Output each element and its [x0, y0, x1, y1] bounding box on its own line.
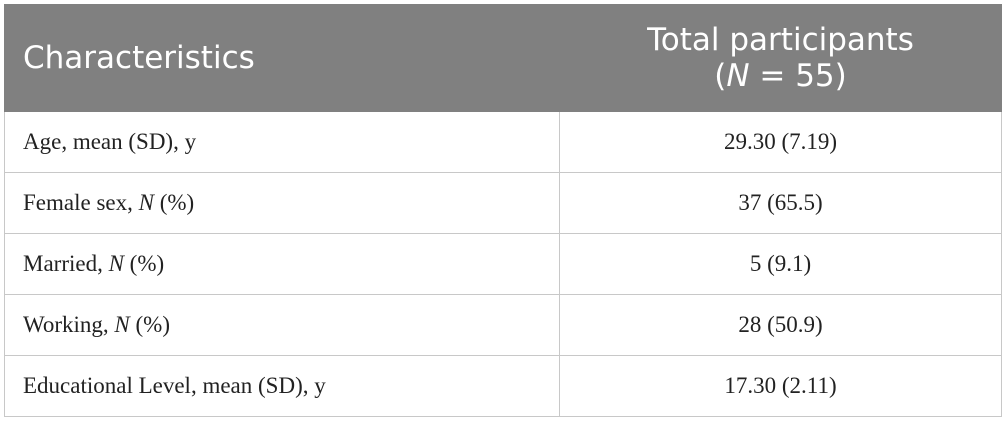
label-text: Working,: [23, 312, 115, 337]
label-text: (%): [123, 251, 165, 276]
label-text: Age, mean (SD), y: [23, 129, 197, 154]
label-cell: Married, N (%): [4, 233, 560, 295]
header-text: Total participants: [647, 22, 914, 58]
header-text: = 55): [749, 58, 847, 94]
value-cell: 28 (50.9): [559, 294, 1002, 356]
table-head: Characteristics Total participants (N = 5…: [4, 4, 1002, 112]
table-row: Female sex, N (%) 37 (65.5): [4, 172, 1002, 234]
header-cell: Total participants (N = 55): [559, 4, 1002, 112]
header-text: N: [726, 58, 750, 94]
value-cell: 17.30 (2.11): [559, 355, 1002, 417]
header-text: Characteristics: [23, 40, 255, 76]
label-text: (%): [129, 312, 170, 337]
label-text: N: [108, 251, 124, 276]
table-row: Age, mean (SD), y 29.30 (7.19): [4, 111, 1002, 173]
label-cell: Educational Level, mean (SD), y: [4, 355, 560, 417]
characteristics-table: Characteristics Total participants (N = 5…: [4, 4, 1002, 417]
header-row: Characteristics Total participants (N = 5…: [4, 4, 1002, 112]
label-cell: Age, mean (SD), y: [4, 111, 560, 173]
label-text: Female sex,: [23, 190, 139, 215]
value-cell: 5 (9.1): [559, 233, 1002, 295]
header-text: (: [714, 58, 727, 94]
table-row: Educational Level, mean (SD), y 17.30 (2.…: [4, 355, 1002, 417]
value-cell: 37 (65.5): [559, 172, 1002, 234]
label-text: N: [138, 190, 154, 215]
label-text: Married,: [23, 251, 109, 276]
label-text: Educational Level, mean (SD), y: [23, 373, 326, 398]
table-body: Age, mean (SD), y 29.30 (7.19) Female sex,…: [4, 111, 1002, 417]
label-cell: Working, N (%): [4, 294, 560, 356]
table-row: Married, N (%) 5 (9.1): [4, 233, 1002, 295]
table-row: Working, N (%) 28 (50.9): [4, 294, 1002, 356]
label-cell: Female sex, N (%): [4, 172, 560, 234]
label-text: N: [114, 312, 130, 337]
value-cell: 29.30 (7.19): [559, 111, 1002, 173]
header-cell: Characteristics: [4, 4, 560, 112]
label-text: (%): [153, 190, 195, 215]
